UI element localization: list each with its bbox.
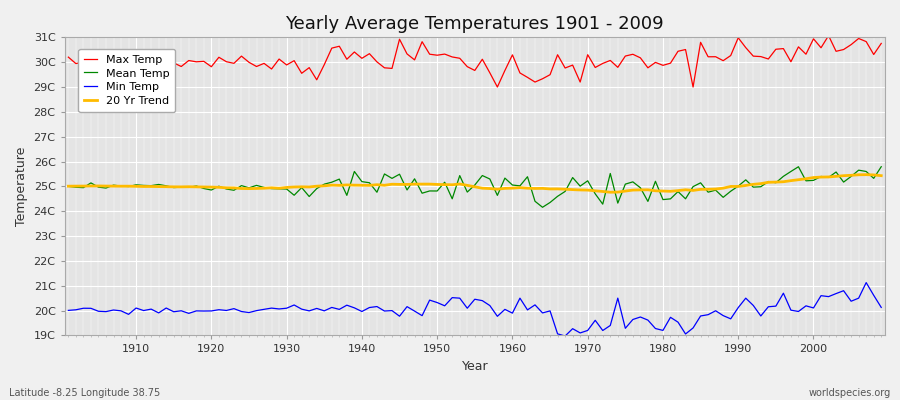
Max Temp (824, 33, 834, 38)
Text: worldspecies.org: worldspecies.org (809, 388, 891, 398)
Max Temp (334, 44, 345, 49)
Mean Temp (537, 205, 548, 210)
Max Temp (507, 52, 517, 57)
Min Temp (123, 312, 134, 317)
20 Yr Trend (598, 189, 608, 194)
Line: Mean Temp: Mean Temp (68, 167, 881, 207)
Line: Min Temp: Min Temp (68, 283, 881, 336)
X-axis label: Year: Year (462, 360, 488, 373)
Min Temp (500, 307, 510, 312)
Text: Latitude -8.25 Longitude 38.75: Latitude -8.25 Longitude 38.75 (9, 388, 160, 398)
Max Temp (605, 58, 616, 63)
Min Temp (560, 334, 571, 338)
Line: 20 Yr Trend: 20 Yr Trend (68, 175, 881, 192)
Mean Temp (63, 184, 74, 189)
Max Temp (63, 55, 74, 60)
Mean Temp (334, 177, 345, 182)
Title: Yearly Average Temperatures 1901 - 2009: Yearly Average Temperatures 1901 - 2009 (285, 15, 664, 33)
Max Temp (289, 58, 300, 63)
20 Yr Trend (507, 186, 517, 190)
20 Yr Trend (63, 184, 74, 188)
Mean Temp (500, 176, 510, 180)
Min Temp (605, 323, 616, 328)
Mean Temp (289, 193, 300, 198)
Mean Temp (605, 171, 616, 176)
20 Yr Trend (876, 173, 886, 178)
Legend: Max Temp, Mean Temp, Min Temp, 20 Yr Trend: Max Temp, Mean Temp, Min Temp, 20 Yr Tre… (78, 49, 176, 112)
Min Temp (876, 305, 886, 310)
Max Temp (492, 85, 503, 90)
20 Yr Trend (605, 190, 616, 195)
20 Yr Trend (289, 184, 300, 189)
Min Temp (289, 302, 300, 307)
20 Yr Trend (500, 186, 510, 191)
Y-axis label: Temperature: Temperature (15, 147, 28, 226)
Min Temp (860, 280, 871, 285)
Max Temp (123, 57, 134, 62)
Max Temp (515, 70, 526, 75)
Mean Temp (507, 183, 517, 188)
Min Temp (507, 311, 517, 316)
20 Yr Trend (123, 184, 134, 188)
Min Temp (63, 308, 74, 313)
Mean Temp (876, 164, 886, 169)
Max Temp (876, 41, 886, 46)
Mean Temp (123, 184, 134, 189)
Min Temp (334, 307, 345, 312)
Line: Max Temp: Max Temp (68, 36, 881, 87)
20 Yr Trend (860, 172, 871, 177)
20 Yr Trend (334, 183, 345, 188)
